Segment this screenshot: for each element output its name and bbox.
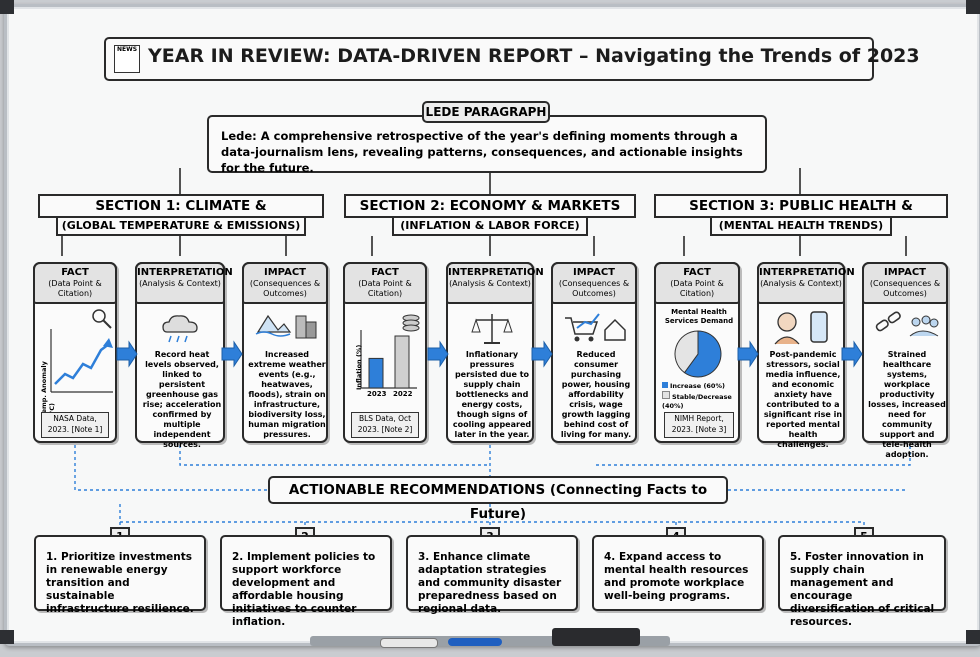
eraser — [552, 628, 640, 646]
newspaper-icon: NEWS — [114, 45, 140, 73]
impact-card: IMPACT (Consequences & Outcomes) Strained… — [862, 262, 948, 459]
rain-cloud-icon — [162, 315, 198, 343]
legend-label: Increase (60%) — [670, 382, 725, 390]
temperature-line-chart — [50, 309, 113, 393]
inflation-bar — [368, 357, 384, 389]
impact-text: Increased extreme weather events (e.g., … — [248, 350, 326, 439]
temperature-series — [54, 343, 110, 385]
fact-card: FACT (Data Point & Citation) Temp. Anomal… — [33, 262, 117, 443]
board-corner — [0, 0, 14, 14]
impact-text: Reduced consumer purchasing power, housi… — [560, 350, 632, 439]
bar-label: 2022 — [393, 390, 413, 398]
bar-label: 2023 — [367, 390, 387, 398]
coin-stack-icon — [402, 314, 420, 332]
section-2-subtitle: (INFLATION & LABOR FORCE) — [392, 216, 588, 236]
person-phone-icon — [774, 311, 828, 345]
pie-chart-title: Mental Health Services Demand — [664, 308, 734, 325]
iceberg-city-icon — [255, 314, 317, 339]
marker — [380, 638, 438, 648]
legend-swatch — [662, 391, 670, 399]
fact-card: FACT (Data Point & Citation) Inflation (%… — [343, 262, 427, 443]
recommendation-card: 2. Implement policies to support workfor… — [220, 535, 392, 628]
report-title-box: NEWS YEAR IN REVIEW: DATA-DRIVEN REPORT … — [104, 37, 920, 81]
inflation-bar-chart — [360, 314, 420, 389]
interpretation-card: INTERPRETATION (Analysis & Context) Infla… — [446, 262, 544, 443]
section-1-subtitle: (GLOBAL TEMPERATURE & EMISSIONS) — [56, 216, 306, 236]
pie-legend: Increase (60%) Stable/Decrease (40%) — [662, 382, 738, 411]
recommendation-card: 4. Expand access to mental health resour… — [592, 535, 764, 611]
section-2-title: SECTION 2: ECONOMY & MARKETS — [344, 194, 636, 218]
balance-scale-icon — [471, 314, 513, 344]
lede-paragraph: Lede: A comprehensive retrospective of t… — [207, 115, 767, 175]
pie-slice — [674, 330, 699, 374]
recommendation-card: 1. Prioritize investments in renewable e… — [34, 535, 206, 615]
citation-note: NIMH Report, 2023. [Note 3] — [664, 412, 734, 438]
legend-label: Stable/Decrease (40%) — [662, 393, 732, 410]
legend-swatch — [662, 382, 668, 388]
broken-chain-people-icon — [875, 311, 939, 337]
interpretation-text: Inflationary pressures persisted due to … — [452, 350, 532, 439]
citation-note: BLS Data, Oct 2023. [Note 2] — [351, 412, 419, 438]
inflation-bar — [394, 335, 410, 389]
cart-house-icon — [565, 313, 626, 342]
recommendation-card: 3. Enhance climate adaptation strategies… — [406, 535, 578, 615]
interpretation-card: INTERPRETATION (Analysis & Context) Post-… — [757, 262, 855, 449]
lede-label: LEDE PARAGRAPH — [422, 101, 550, 123]
section-3-subtitle: (MENTAL HEALTH TRENDS) — [710, 216, 892, 236]
board-corner — [0, 630, 14, 644]
recommendations-title: ACTIONABLE RECOMMENDATIONS (Connecting F… — [268, 476, 728, 522]
board-corner — [966, 0, 980, 14]
pie-slice — [683, 330, 722, 378]
interpretation-text: Post-pandemic stressors, social media in… — [763, 350, 843, 449]
magnifier-icon — [92, 309, 106, 323]
section-1-title: SECTION 1: CLIMATE & ENVIRONMENT — [38, 194, 324, 234]
marker — [448, 638, 502, 646]
interpretation-text: Record heat levels observed, linked to p… — [142, 350, 222, 449]
citation-note: NASA Data, 2023. [Note 1] — [41, 412, 109, 438]
impact-card: IMPACT (Consequences & Outcomes) Increase… — [242, 262, 328, 443]
board-corner — [966, 630, 980, 644]
impact-card: IMPACT (Consequences & Outcomes) Reduced … — [551, 262, 637, 443]
recommendation-card: 5. Foster innovation in supply chain man… — [778, 535, 946, 628]
impact-text: Strained healthcare systems, workplace p… — [868, 350, 946, 459]
mental-health-pie-chart — [674, 330, 722, 378]
report-title: YEAR IN REVIEW: DATA-DRIVEN REPORT – Nav… — [148, 45, 920, 67]
